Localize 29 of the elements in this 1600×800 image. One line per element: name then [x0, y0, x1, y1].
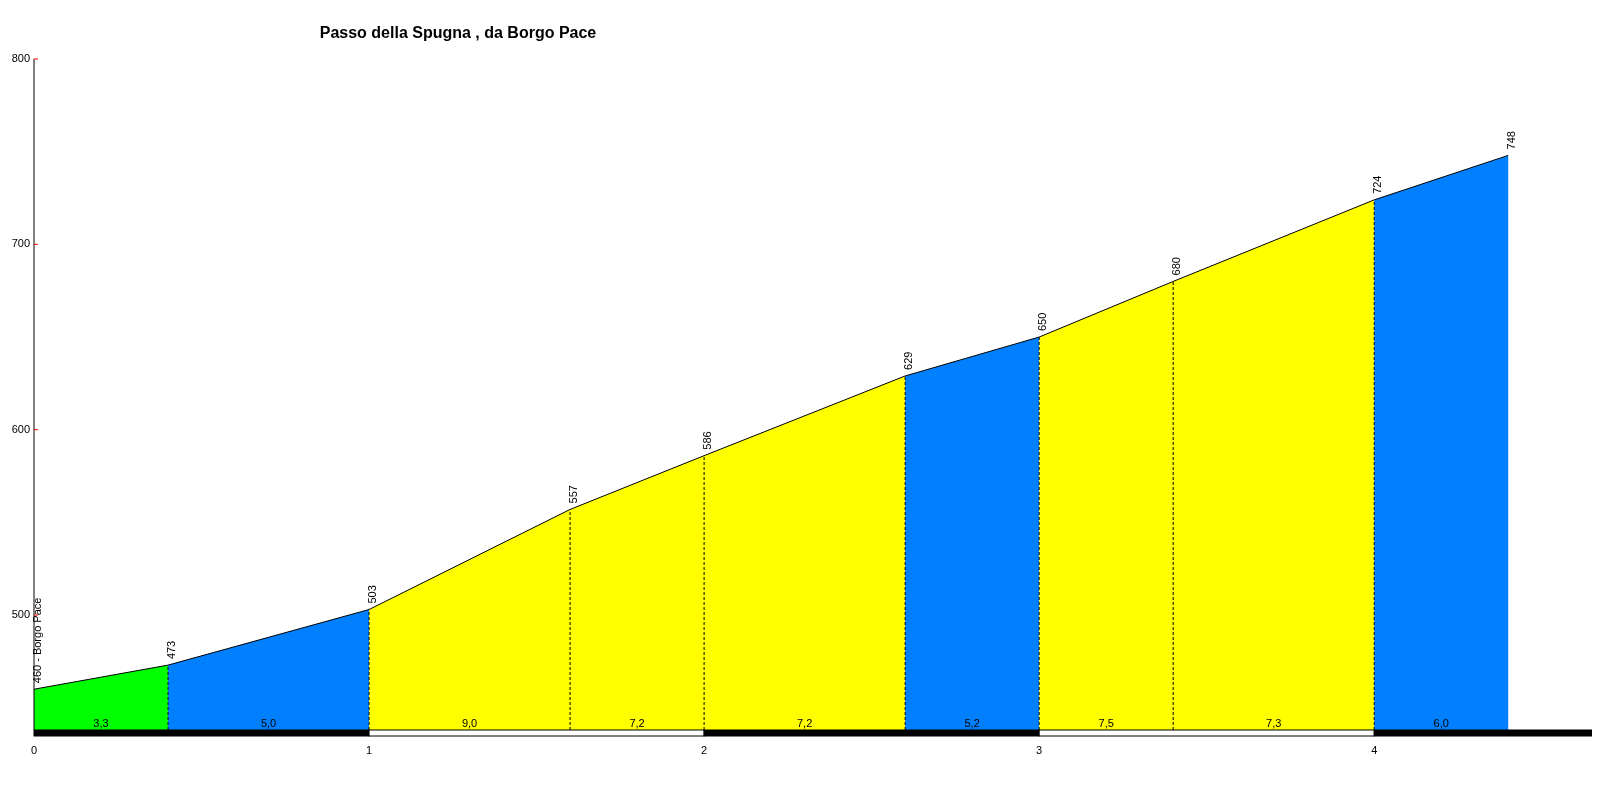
data-label: 650	[1036, 312, 1049, 332]
data-label: 557	[566, 485, 579, 504]
x-tick-label: 4	[1371, 744, 1378, 756]
annotation: 7,2	[629, 717, 645, 729]
data-label: 473	[164, 640, 177, 660]
chart-title: Passo della Spugna , da Borgo Pace	[319, 24, 597, 41]
annotation: 5,0	[260, 717, 277, 729]
annotation: 7,2	[796, 717, 813, 729]
x-tick-label: 3	[1036, 744, 1043, 756]
annotation: 6,0	[1433, 717, 1449, 729]
data-label: 748	[1505, 131, 1518, 150]
x-tick-label: 0	[30, 744, 38, 756]
data-label: 460 - Borgo Pace	[30, 597, 43, 684]
annotation: 7,5	[1098, 717, 1114, 729]
y-tick-label: 500	[11, 607, 30, 620]
data-label: 586	[701, 431, 714, 450]
y-tick-label: 700	[11, 237, 30, 250]
annotation: 7,3	[1266, 717, 1282, 729]
x-tick-label: 2	[701, 744, 708, 756]
y-tick-label: 600	[11, 422, 30, 435]
data-label: 724	[1371, 175, 1384, 194]
data-label: 629	[902, 351, 915, 370]
data-label: 503	[365, 585, 378, 604]
annotation: 9,0	[461, 717, 478, 729]
annotation: 5,2	[964, 717, 980, 729]
x-tick-label: 1	[365, 744, 373, 756]
data-label: 680	[1170, 257, 1183, 276]
y-tick-label: 800	[11, 51, 30, 64]
annotation: 3,3	[93, 717, 109, 729]
